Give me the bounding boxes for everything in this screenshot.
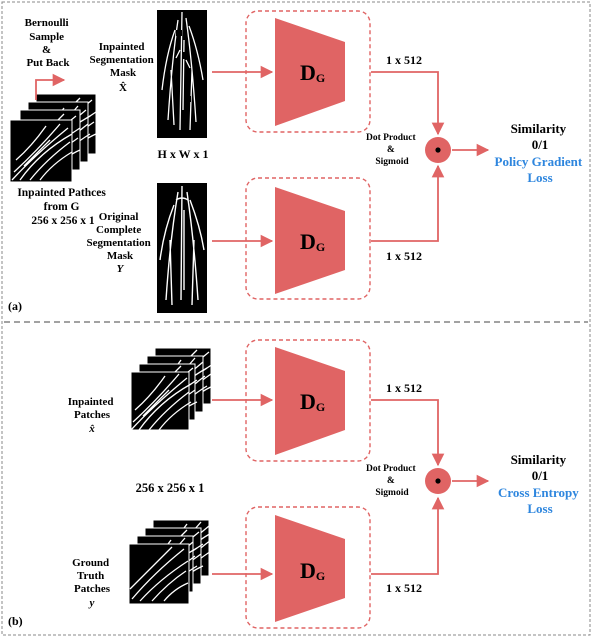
ground-truth-patches-stack-b: [128, 519, 214, 605]
dg-box-bottom-b: [245, 506, 371, 629]
ground-truth-symbol-b: y: [88, 597, 95, 609]
dg-label-top-a: DG: [300, 60, 325, 85]
inpainted-mask-image: [157, 10, 207, 138]
panel-a-label: (a): [8, 299, 22, 313]
dg-label-bottom-a: DG: [300, 229, 325, 254]
dg-box-bottom-a: [245, 177, 371, 300]
original-mask-symbol: Y: [117, 263, 125, 275]
bernoulli-arrow: [35, 73, 66, 100]
inpainted-mask-symbol: X̂: [119, 81, 127, 94]
inpainted-patches-stack-a: [9, 93, 97, 183]
ground-truth-label-b: Ground Truth Patches: [72, 557, 112, 595]
dg-box-top-b: [245, 339, 371, 462]
dg-label-bottom-b: DG: [300, 558, 325, 583]
mask-size-label: H x W x 1: [158, 147, 209, 161]
dg-shape-top-b: [275, 347, 345, 455]
inpainted-symbol-b: x̂: [88, 423, 95, 435]
feat-bottom-label-b: 1 x 512: [386, 581, 422, 595]
arrow-feat-bottom-a: [371, 164, 445, 242]
feat-top-label-a: 1 x 512: [386, 53, 422, 67]
dg-shape-bottom-a: [275, 187, 345, 294]
inpainted-patches-label-b: Inpainted Patches: [68, 396, 117, 421]
arrow-feat-top-b: [371, 399, 445, 467]
dg-shape-top-a: [275, 18, 345, 126]
arrow-feat-bottom-b: [371, 496, 445, 575]
feat-top-label-b: 1 x 512: [386, 381, 422, 395]
op-label-a: Dot Product & Sigmoid: [366, 133, 418, 167]
inpainted-mask-label: Inpainted Segmentation Mask: [90, 41, 157, 79]
inpainted-patches-stack-b: [130, 347, 214, 431]
loss-b: Cross Entropy Loss: [498, 485, 582, 516]
original-mask-image: [157, 183, 207, 313]
bernoulli-label: Bernoulli Sample & Put Back: [25, 17, 72, 69]
dg-label-top-b: DG: [300, 389, 325, 414]
patches-caption: Inpainted Pathces from G 256 x 256 x 1: [17, 187, 108, 227]
loss-a: Policy Gradient Loss: [495, 154, 586, 185]
dg-box-top-a: [245, 10, 371, 133]
original-mask-label: Original Complete Segmentation Mask: [87, 211, 154, 262]
patch-size-label-b: 256 x 256 x 1: [136, 481, 205, 495]
arrow-feat-top-a: [371, 71, 445, 136]
feat-bottom-label-a: 1 x 512: [386, 249, 422, 263]
panel-b-label: (b): [8, 614, 23, 628]
op-label-b: Dot Product & Sigmoid: [366, 464, 418, 498]
dg-shape-bottom-b: [275, 515, 345, 622]
similarity-a: Similarity 0/1: [511, 121, 570, 152]
similarity-b: Similarity 0/1: [511, 452, 570, 483]
